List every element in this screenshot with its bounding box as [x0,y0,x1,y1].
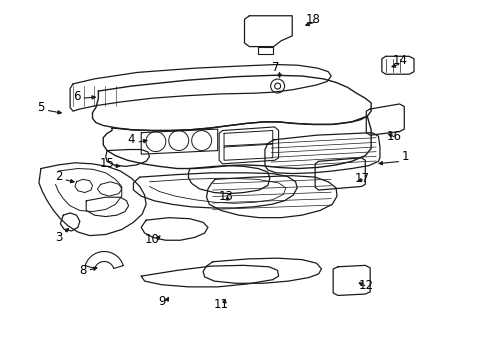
Text: 17: 17 [354,172,369,185]
Text: 18: 18 [305,13,320,26]
Text: 5: 5 [37,101,44,114]
Text: 3: 3 [55,231,62,244]
Text: 1: 1 [401,150,408,163]
Text: 14: 14 [392,54,407,67]
Text: 4: 4 [127,133,135,146]
Text: 9: 9 [158,296,165,309]
Text: 10: 10 [144,233,159,246]
Text: 12: 12 [358,279,373,292]
Text: 7: 7 [272,60,279,73]
Text: 6: 6 [73,90,80,103]
Text: 11: 11 [213,298,228,311]
Text: 15: 15 [100,157,114,170]
Text: 16: 16 [386,130,401,143]
Text: 8: 8 [79,264,86,277]
Text: 2: 2 [55,170,62,183]
Text: 13: 13 [218,190,233,203]
